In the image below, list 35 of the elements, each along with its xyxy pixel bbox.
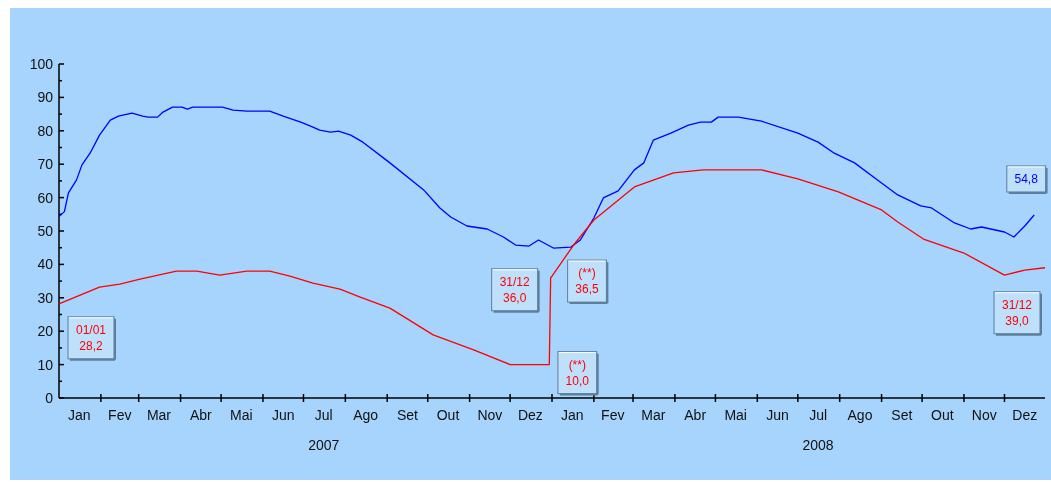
y-tick-label: 50 (37, 222, 54, 239)
x-tick-label: Jul 2007 (308, 407, 340, 453)
y-tick-label: 90 (37, 89, 54, 106)
x-tick-label: Dez (517, 407, 543, 423)
x-tick-label: Abr (684, 407, 707, 423)
x-tick-label: Ago (847, 407, 873, 423)
x-tick-label: Fev (601, 407, 625, 423)
x-tick-label: Ago (353, 407, 379, 423)
x-tick-label: Abr (189, 407, 213, 423)
x-tick-label: Fev (108, 407, 132, 423)
x-tick-label: Mar (146, 407, 172, 423)
y-tick-label: 30 (37, 289, 54, 306)
x-tick-label: Nov (971, 407, 997, 423)
y-tick-label: 80 (37, 122, 54, 139)
x-tick-label: Jun (271, 407, 295, 423)
x-tick-label: Mai (724, 407, 747, 423)
x-tick-label: Out (931, 407, 954, 423)
x-tick-label: Mai (230, 407, 253, 423)
y-tick-label: 0 (45, 389, 54, 406)
x-tick-label: Set (891, 407, 913, 423)
x-tick-label: Jan (67, 407, 91, 423)
x-tick-label: Mar (641, 407, 666, 423)
x-tick-label: Nov (477, 407, 503, 423)
y-tick-label: 60 (37, 189, 54, 206)
x-tick-label: Set (396, 407, 419, 423)
y-tick-label: 100 (29, 55, 54, 72)
x-tick-label: Jan (560, 407, 584, 423)
x-tick-label: Out (436, 407, 460, 423)
x-tick-label: Jul 2008 (802, 407, 834, 453)
y-tick-label: 40 (37, 256, 54, 273)
y-tick-label: 70 (37, 156, 54, 173)
x-tick-label: Dez (1012, 407, 1038, 423)
x-tick-label: Jun (766, 407, 789, 423)
y-tick-label: 10 (37, 356, 54, 373)
y-tick-label: 20 (37, 323, 54, 340)
